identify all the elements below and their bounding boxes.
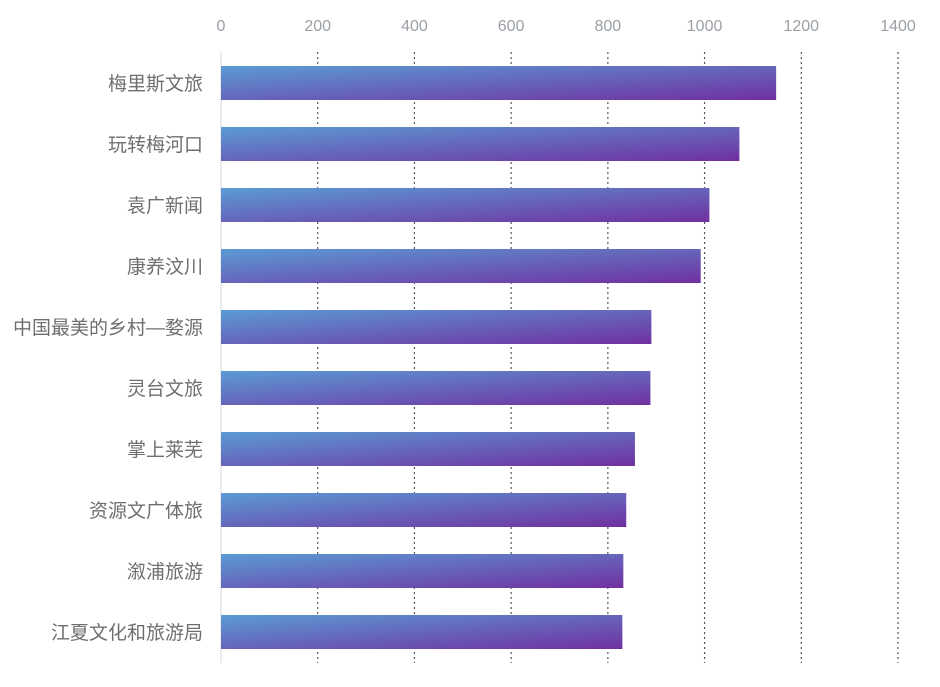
bar [221,615,623,649]
bar [221,127,740,161]
x-tick-label: 200 [304,18,331,35]
category-label: 江夏文化和旅游局 [51,622,203,644]
x-tick-label: 1000 [687,18,723,35]
category-labels: 梅里斯文旅玩转梅河口袁广新闻康养汶川中国最美的乡村—婺源灵台文旅掌上莱芜资源文广… [13,73,203,644]
x-tick-label: 1400 [880,18,916,35]
category-label: 袁广新闻 [127,195,203,217]
bar [221,66,777,100]
bar [221,310,652,344]
bar [221,493,627,527]
category-label: 梅里斯文旅 [108,73,203,95]
bar [221,188,710,222]
bar [221,432,635,466]
bar [221,249,701,283]
category-label: 资源文广体旅 [89,500,203,522]
x-tick-label: 1200 [783,18,819,35]
category-label: 溆浦旅游 [127,561,203,583]
category-label: 灵台文旅 [127,378,203,400]
x-tick-label: 600 [498,18,525,35]
x-tick-label: 0 [217,18,226,35]
category-label: 康养汶川 [127,256,203,278]
category-label: 玩转梅河口 [108,134,203,156]
category-label: 掌上莱芜 [127,439,203,461]
x-tick-label: 400 [401,18,428,35]
x-axis-ticks: 0 200 400 600 800 1000 1200 1400 [217,18,916,35]
bar [221,371,651,405]
bars [221,66,777,649]
bar [221,554,624,588]
x-tick-label: 800 [595,18,622,35]
category-label: 中国最美的乡村—婺源 [13,317,203,339]
